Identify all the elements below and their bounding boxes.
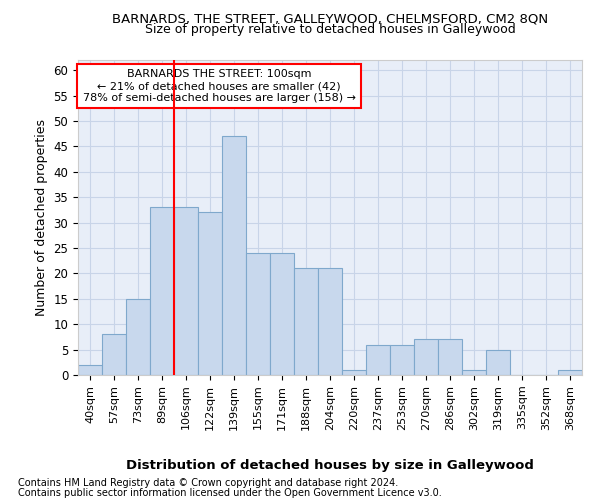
Bar	[174, 208, 198, 375]
Bar	[270, 253, 294, 375]
Y-axis label: Number of detached properties: Number of detached properties	[35, 119, 48, 316]
Bar	[150, 208, 174, 375]
Bar	[126, 299, 150, 375]
Bar	[102, 334, 126, 375]
Bar	[294, 268, 318, 375]
Bar	[342, 370, 366, 375]
Bar	[438, 340, 462, 375]
Bar	[222, 136, 246, 375]
Bar	[558, 370, 582, 375]
Bar	[246, 253, 270, 375]
Bar	[462, 370, 486, 375]
Text: BARNARDS THE STREET: 100sqm
← 21% of detached houses are smaller (42)
78% of sem: BARNARDS THE STREET: 100sqm ← 21% of det…	[83, 70, 356, 102]
Text: Size of property relative to detached houses in Galleywood: Size of property relative to detached ho…	[145, 22, 515, 36]
Bar	[78, 365, 102, 375]
Text: BARNARDS, THE STREET, GALLEYWOOD, CHELMSFORD, CM2 8QN: BARNARDS, THE STREET, GALLEYWOOD, CHELMS…	[112, 12, 548, 26]
Bar	[198, 212, 222, 375]
Bar	[414, 340, 438, 375]
Text: Contains HM Land Registry data © Crown copyright and database right 2024.: Contains HM Land Registry data © Crown c…	[18, 478, 398, 488]
Bar	[318, 268, 342, 375]
Bar	[486, 350, 510, 375]
Bar	[366, 344, 390, 375]
Text: Contains public sector information licensed under the Open Government Licence v3: Contains public sector information licen…	[18, 488, 442, 498]
Bar	[390, 344, 414, 375]
Text: Distribution of detached houses by size in Galleywood: Distribution of detached houses by size …	[126, 458, 534, 471]
